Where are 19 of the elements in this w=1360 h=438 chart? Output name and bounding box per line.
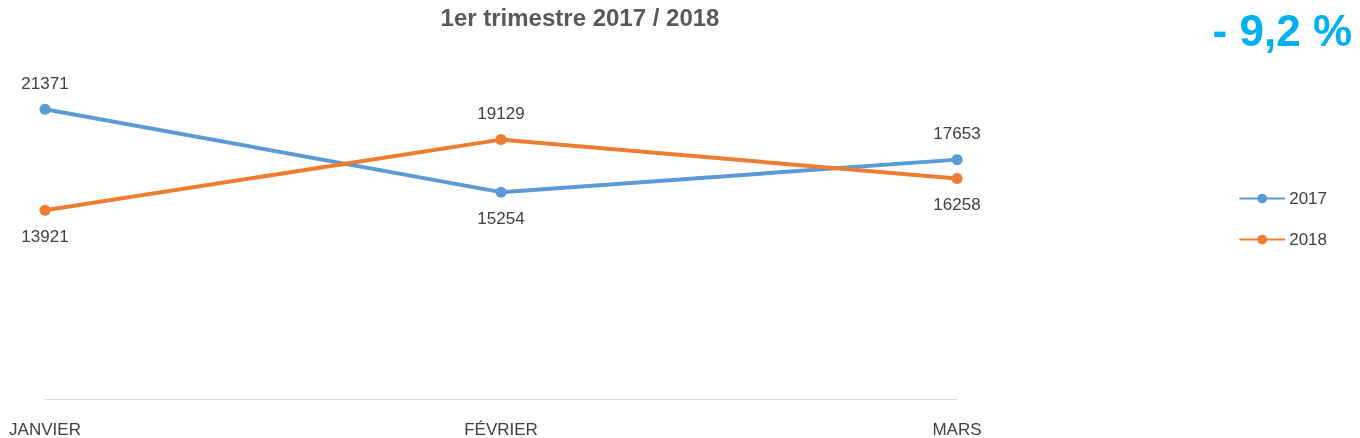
point — [39, 204, 51, 216]
text: - 9,2 % — [1212, 5, 1352, 55]
point — [951, 173, 963, 185]
point — [951, 154, 963, 166]
x-tick-label: JANVIER — [9, 420, 81, 438]
data-label: 17653 — [933, 124, 981, 144]
data-label: 21371 — [21, 73, 69, 93]
chart-title: 1er trimestre 2017 / 2018 — [440, 3, 720, 31]
point — [495, 186, 507, 198]
data-label: 19129 — [477, 104, 525, 124]
point — [495, 134, 507, 146]
data-label: 16258 — [933, 195, 981, 215]
legend-label: 2017 — [1289, 189, 1328, 208]
x-tick-label: MARS — [932, 420, 982, 438]
data-label: 15254 — [477, 208, 525, 228]
legend-label: 2018 — [1289, 230, 1328, 249]
point — [39, 103, 51, 115]
x-tick-label: FÉVRIER — [464, 420, 538, 438]
data-label: 13921 — [21, 226, 69, 246]
